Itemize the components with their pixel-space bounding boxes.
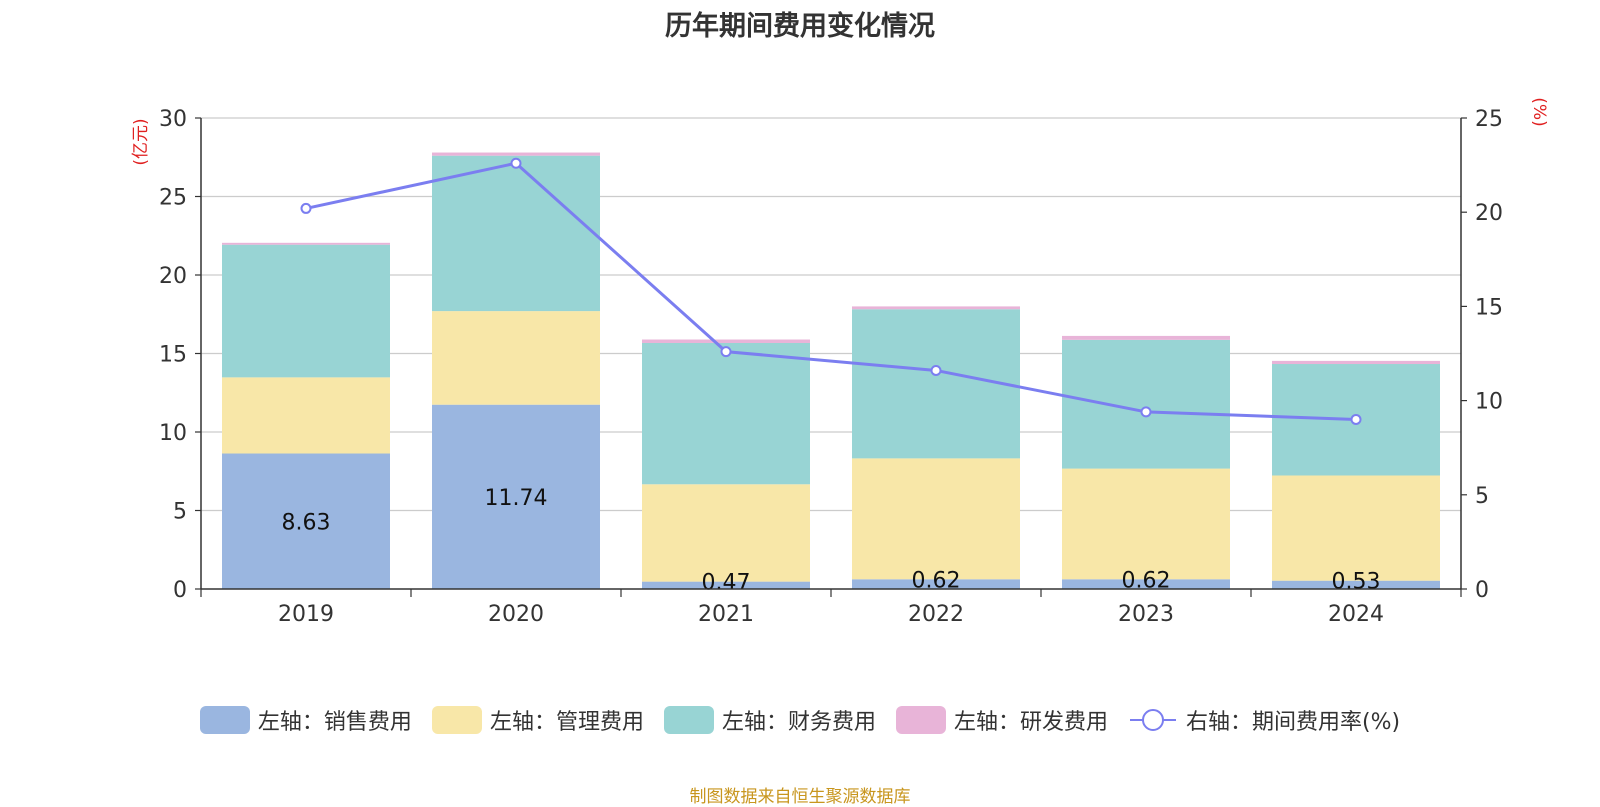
legend-label: 左轴：研发费用 <box>953 710 1108 735</box>
legend-item[interactable]: 左轴：财务费用 <box>663 704 876 736</box>
bar-segment <box>1062 468 1230 580</box>
legend-item[interactable]: 左轴：研发费用 <box>895 704 1108 736</box>
chart-title: 历年期间费用变化情况 <box>665 11 935 42</box>
x-tick-label: 2020 <box>488 602 544 627</box>
bar-segment <box>852 458 1020 580</box>
x-tick-label: 2024 <box>1328 602 1384 627</box>
legend-item[interactable]: 左轴：管理费用 <box>431 704 644 736</box>
bar-segment <box>642 339 810 343</box>
bar-segment <box>222 453 390 589</box>
legend-swatch <box>663 706 714 734</box>
bar-segment <box>222 377 390 454</box>
x-tick-label: 2023 <box>1118 602 1174 627</box>
x-tick-label: 2021 <box>698 602 754 627</box>
y-right-tick-label: 20 <box>1475 201 1503 226</box>
bar-segment <box>432 404 600 589</box>
bar-segment <box>852 579 1020 589</box>
x-tick-label: 2019 <box>278 602 334 627</box>
legend-label: 左轴：管理费用 <box>489 710 644 735</box>
bar-layer <box>222 152 1440 589</box>
y-right-tick-label: 15 <box>1475 295 1503 320</box>
y-left-tick-label: 15 <box>159 343 187 368</box>
legend-swatch <box>895 706 946 734</box>
rate-line <box>305 161 1357 421</box>
legend-line-circle-icon <box>1129 709 1176 731</box>
bar-segment <box>432 152 600 156</box>
y-left-tick-label: 25 <box>159 186 187 211</box>
axis-layer: 0 5 10 15 20 25 30 0 5 10 15 20 25 (亿元) (%) 2019 2020 202… <box>131 97 1549 627</box>
rate-point <box>930 364 942 376</box>
bar-segment <box>222 242 390 245</box>
bar-data-label: 0.53 <box>1332 570 1381 595</box>
rate-point <box>510 157 522 169</box>
bar-segment <box>432 155 600 312</box>
y-right-tick-label: 10 <box>1475 390 1503 415</box>
grid-layer <box>201 117 1461 512</box>
bar-segment <box>852 306 1020 310</box>
bar-segment <box>852 309 1020 459</box>
y-right-unit-label: (%) <box>1529 97 1549 126</box>
bar-data-label: 0.47 <box>702 571 751 596</box>
rate-point <box>1350 413 1362 425</box>
bar-segment <box>432 311 600 405</box>
y-right-tick-label: 0 <box>1475 578 1489 603</box>
legend-label: 右轴：期间费用率(%) <box>1185 710 1401 735</box>
y-right-tick-label: 25 <box>1475 107 1503 132</box>
bar-segment <box>222 244 390 378</box>
y-left-tick-label: 20 <box>159 264 187 289</box>
legend-item[interactable]: 右轴：期间费用率(%) <box>1128 704 1400 736</box>
bar-segment <box>1272 360 1440 365</box>
bar-segment <box>1062 339 1230 469</box>
legend-swatch <box>431 706 482 734</box>
bar-segment <box>1062 579 1230 589</box>
legend-swatch <box>199 706 250 734</box>
bar-segment <box>1062 335 1230 340</box>
line-layer <box>300 157 1362 425</box>
y-left-tick-label: 30 <box>159 107 187 132</box>
legend: 左轴：销售费用 左轴：管理费用 左轴：财务费用 左轴：研发费用 右轴：期间费用率(%) <box>0 700 1600 740</box>
bar-segment <box>1272 580 1440 589</box>
y-right-tick-label: 5 <box>1475 484 1489 509</box>
bar-segment <box>642 342 810 485</box>
y-left-tick-label: 5 <box>173 500 187 525</box>
y-left-unit-label: (亿元) <box>131 118 151 165</box>
y-left-tick-label: 10 <box>159 421 187 446</box>
bar-segment <box>642 484 810 582</box>
legend-label: 左轴：销售费用 <box>257 710 412 735</box>
rate-point <box>1140 406 1152 418</box>
bar-segment <box>642 581 810 589</box>
bar-data-label: 8.63 <box>282 510 331 535</box>
x-tick-label: 2022 <box>908 602 964 627</box>
y-left-tick-label: 0 <box>173 578 187 603</box>
legend-item[interactable]: 左轴：销售费用 <box>199 704 412 736</box>
bar-segment <box>1272 475 1440 581</box>
bar-data-label: 11.74 <box>485 486 548 511</box>
legend-label: 左轴：财务费用 <box>721 710 876 735</box>
rate-point <box>300 202 312 214</box>
source-note: 制图数据来自恒生聚源数据库 <box>689 787 911 807</box>
rate-point <box>720 346 732 358</box>
